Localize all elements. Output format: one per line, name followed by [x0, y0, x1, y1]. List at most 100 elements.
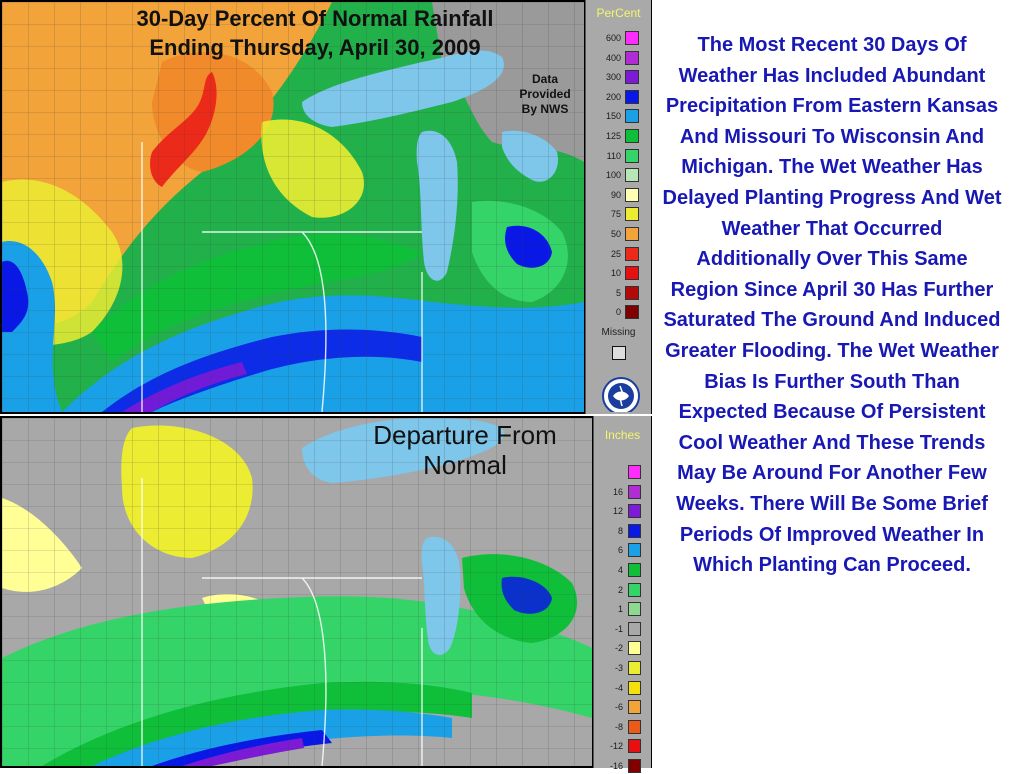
percent-legend-swatch [625, 129, 639, 143]
percent-legend-swatch [625, 227, 639, 241]
inches-legend-row: 16 [594, 484, 651, 500]
bottom-map-title-line1: Departure From [373, 420, 557, 450]
percent-legend-label: 150 [605, 111, 621, 122]
percent-legend-row: 100 [586, 167, 651, 183]
percent-legend-row: 110 [586, 148, 651, 164]
inches-legend-label: -2 [614, 643, 623, 654]
percent-legend-row: 150 [586, 108, 651, 124]
missing-label: Missing [601, 327, 636, 338]
percent-normal-map [2, 2, 584, 412]
percent-legend-label: 110 [606, 150, 621, 161]
inches-legend-swatch [628, 543, 641, 558]
inches-legend-swatch [628, 621, 641, 636]
percent-legend-row: 600 [586, 30, 651, 46]
top-map-title-line1: 30-Day Percent Of Normal Rainfall [136, 6, 494, 31]
top-map-title: 30-Day Percent Of Normal Rainfall Ending… [80, 4, 550, 62]
inches-legend-label: -6 [614, 702, 623, 713]
percent-legend-label: 100 [605, 170, 621, 181]
percent-legend-swatch [625, 148, 639, 163]
percent-legend-swatch [625, 31, 639, 45]
percent-legend-label: 0 [615, 307, 621, 318]
percent-legend-swatch [625, 207, 639, 222]
inches-legend-row [594, 464, 651, 480]
inches-legend-label: 16 [612, 486, 623, 497]
inches-legend-label: 1 [617, 604, 623, 615]
percent-legend-label: 400 [605, 52, 621, 63]
inches-legend-label: -16 [609, 761, 623, 771]
inches-legend-row: 4 [594, 562, 651, 578]
inches-legend-swatch [628, 484, 641, 499]
inches-legend-row: 6 [594, 542, 651, 558]
percent-legend-row: 0 [586, 304, 651, 320]
percent-legend-label: 50 [610, 229, 621, 239]
inches-legend-title: Inches [604, 428, 641, 442]
inches-legend-swatch [628, 602, 641, 617]
percent-legend-swatch [625, 266, 639, 281]
percent-legend-row: 90 [586, 187, 651, 203]
percent-legend-label: 300 [605, 72, 621, 83]
inches-legend-label: 12 [612, 506, 623, 517]
percent-legend-label: 90 [610, 189, 621, 200]
bottom-map-title: Departure From Normal [330, 420, 600, 480]
percent-legend-row: 300 [586, 69, 651, 85]
inches-legend-swatch [628, 504, 641, 519]
credit-line: Provided [519, 87, 571, 101]
data-credit: Data Provided By NWS [500, 72, 590, 117]
inches-legend-label: 6 [617, 545, 623, 556]
inches-legend-swatch [628, 523, 641, 538]
percent-legend-row: 10 [586, 265, 651, 281]
inches-legend-swatch [628, 700, 641, 715]
inches-legend-swatch [628, 582, 641, 597]
percent-legend-swatch [625, 50, 639, 65]
inches-legend-swatch [628, 465, 641, 479]
inches-legend-swatch [628, 759, 641, 773]
percent-legend-label: 600 [605, 33, 621, 43]
percent-legend-row: 75 [586, 206, 651, 222]
top-map-title-line2: Ending Thursday, April 30, 2009 [149, 35, 481, 60]
inches-legend-row: -1 [594, 621, 651, 637]
inches-legend-label: -1 [614, 623, 623, 634]
inches-legend-row: 12 [594, 503, 651, 519]
inches-legend-label: 8 [617, 525, 623, 536]
description-text: The Most Recent 30 Days Of Weather Has I… [662, 34, 1002, 577]
inches-legend-row: -3 [594, 660, 651, 676]
percent-legend-swatch [625, 305, 639, 320]
percent-legend-row: 5 [586, 285, 651, 301]
inches-legend-row: 8 [594, 523, 651, 539]
inches-legend-swatch [628, 719, 641, 734]
inches-legend-row: -4 [594, 680, 651, 696]
percent-legend-row: 400 [586, 50, 651, 66]
inches-legend-label: -12 [609, 741, 623, 752]
inches-legend-label: -3 [614, 663, 623, 673]
inches-legend-swatch [628, 641, 641, 656]
percent-legend-swatch [625, 187, 639, 202]
percent-legend-swatch [625, 89, 639, 104]
percent-legend-row: 25 [586, 246, 651, 262]
inches-legend-label: 2 [617, 584, 623, 595]
inches-legend-label: -8 [614, 721, 623, 732]
percent-legend-label: 125 [605, 131, 621, 141]
bottom-map-title-line2: Normal [423, 450, 507, 480]
inches-legend-row: -8 [594, 719, 651, 735]
inches-legend-swatch [628, 680, 641, 695]
percent-legend-title: PerCent [596, 6, 641, 20]
inches-legend-label: 4 [617, 565, 623, 575]
credit-line: Data [531, 72, 558, 86]
inches-legend-row: -6 [594, 699, 651, 715]
percent-legend-label: 10 [610, 268, 621, 279]
credit-line: By NWS [521, 102, 569, 116]
percent-legend-label: 25 [610, 248, 621, 259]
inches-legend-row: 1 [594, 601, 651, 617]
percent-legend-row: 125 [586, 128, 651, 144]
inches-legend-row: -12 [594, 738, 651, 754]
percent-legend-swatch [625, 70, 639, 85]
percent-legend-label: 75 [610, 209, 621, 220]
percent-legend-swatch [625, 109, 639, 124]
inches-legend-row: -2 [594, 640, 651, 656]
missing-swatch [612, 346, 626, 360]
percent-legend-row: 200 [586, 89, 651, 105]
inches-legend-swatch [628, 739, 641, 754]
inches-legend-row: -16 [594, 758, 651, 774]
percent-legend: PerCent 600 400 300 200 150 125 110 100 90 75 50 25… [585, 0, 651, 414]
